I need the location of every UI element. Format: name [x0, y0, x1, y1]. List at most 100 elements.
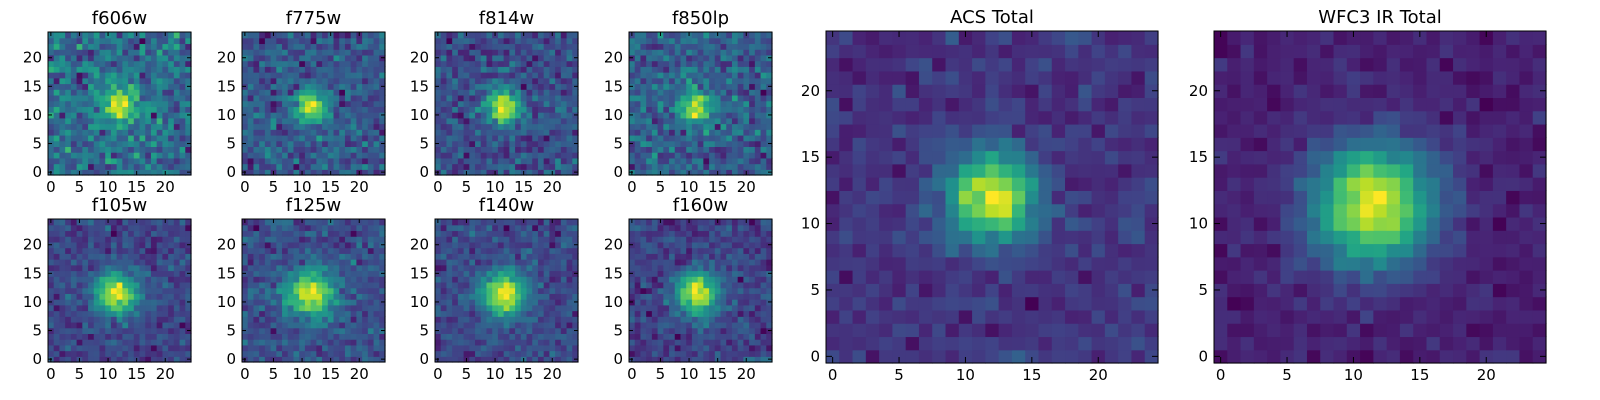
heatmap-cell [282, 123, 289, 130]
heatmap-cell [139, 163, 146, 170]
heatmap-cell [362, 169, 369, 176]
heatmap-cell [156, 77, 163, 85]
y-tick-label: 5 [32, 135, 42, 153]
heatmap-cell [509, 333, 516, 340]
heatmap-cell [316, 77, 323, 85]
heatmap-cell [105, 304, 112, 312]
heatmap-cell [657, 310, 664, 317]
heatmap-cell [754, 304, 762, 312]
x-tick-label: 10 [293, 365, 312, 383]
heatmap-cell [310, 37, 317, 45]
heatmap-cell [150, 169, 158, 176]
heatmap-cell [327, 123, 335, 130]
heatmap-cell [749, 281, 756, 289]
heatmap-cell [276, 327, 283, 334]
heatmap-cell [82, 152, 89, 159]
heatmap-cell [282, 247, 289, 254]
heatmap-cell [754, 123, 762, 130]
heatmap-cell [82, 241, 89, 249]
heatmap-cell [282, 94, 289, 102]
heatmap-cell [691, 287, 699, 294]
heatmap-cell [116, 333, 123, 340]
heatmap-cell [293, 310, 300, 317]
heatmap-cell [333, 157, 340, 165]
heatmap-cell [110, 310, 118, 317]
heatmap-cell [435, 152, 442, 159]
heatmap-cell [350, 350, 357, 357]
heatmap-cell [179, 77, 186, 85]
heatmap-cell [446, 49, 453, 56]
heatmap-cell [634, 134, 642, 142]
heatmap-cell [714, 123, 722, 130]
heatmap-cell [116, 299, 123, 306]
heatmap-cell [264, 49, 272, 56]
heatmap-cell [537, 83, 545, 90]
heatmap-cell [168, 327, 175, 334]
heatmap-cell [537, 134, 545, 142]
heatmap-cell [515, 310, 522, 317]
heatmap-cell [566, 152, 573, 159]
heatmap-cell [259, 77, 266, 85]
heatmap-cell [344, 106, 352, 113]
heatmap-cell [122, 134, 129, 142]
heatmap-cell [469, 356, 476, 363]
heatmap-cell [156, 299, 163, 306]
heatmap-cell [503, 60, 510, 67]
heatmap-cell [492, 224, 499, 232]
heatmap-cell [70, 327, 78, 334]
heatmap-cell [173, 106, 181, 113]
heatmap-cell [497, 146, 505, 153]
heatmap-cell [293, 43, 300, 50]
heatmap-cell [150, 247, 158, 254]
heatmap-cell [339, 140, 346, 147]
heatmap-cell [691, 281, 699, 289]
heatmap-cell [537, 344, 545, 352]
heatmap-cell [316, 327, 323, 334]
heatmap-cell [373, 224, 380, 232]
heatmap-cell [373, 54, 380, 62]
heatmap-cell [304, 224, 312, 232]
heatmap-cell [566, 344, 573, 352]
heatmap-cell [299, 152, 306, 159]
heatmap-cell [457, 169, 465, 176]
heatmap-cell [316, 253, 323, 260]
y-tick-label: 20 [410, 49, 429, 67]
heatmap-cell [760, 163, 767, 170]
heatmap-cell [509, 293, 516, 300]
heatmap-cell [82, 112, 89, 119]
heatmap-cell [674, 83, 682, 90]
heatmap-cell [242, 94, 249, 102]
heatmap-cell [327, 129, 335, 136]
heatmap-cell [82, 356, 89, 363]
heatmap-cell [566, 123, 573, 130]
heatmap-cell [333, 54, 340, 62]
heatmap-cell [264, 140, 272, 147]
heatmap-cell [179, 83, 186, 90]
heatmap-cell [139, 321, 146, 329]
heatmap-cell [259, 350, 266, 357]
y-tick-label: 20 [217, 49, 236, 67]
heatmap-cell [532, 66, 539, 73]
heatmap-cell [726, 146, 733, 153]
heatmap-cell [543, 89, 550, 96]
heatmap-cell [356, 134, 363, 142]
heatmap-cell [657, 327, 664, 334]
heatmap-cell [150, 287, 158, 294]
heatmap-cell [680, 134, 687, 142]
heatmap-cell [503, 49, 510, 56]
heatmap-cell [515, 304, 522, 312]
heatmap-cell [537, 356, 545, 363]
heatmap-cell [634, 129, 642, 136]
heatmap-cell [168, 89, 175, 96]
heatmap-cell [515, 72, 522, 79]
heatmap-cell [709, 100, 716, 107]
heatmap-cell [532, 259, 539, 266]
heatmap-cell [99, 350, 106, 357]
heatmap-cell [99, 83, 106, 90]
heatmap-cell [663, 117, 670, 125]
heatmap-cell [669, 100, 676, 107]
heatmap-cell [110, 333, 118, 340]
heatmap-cell [515, 32, 522, 39]
